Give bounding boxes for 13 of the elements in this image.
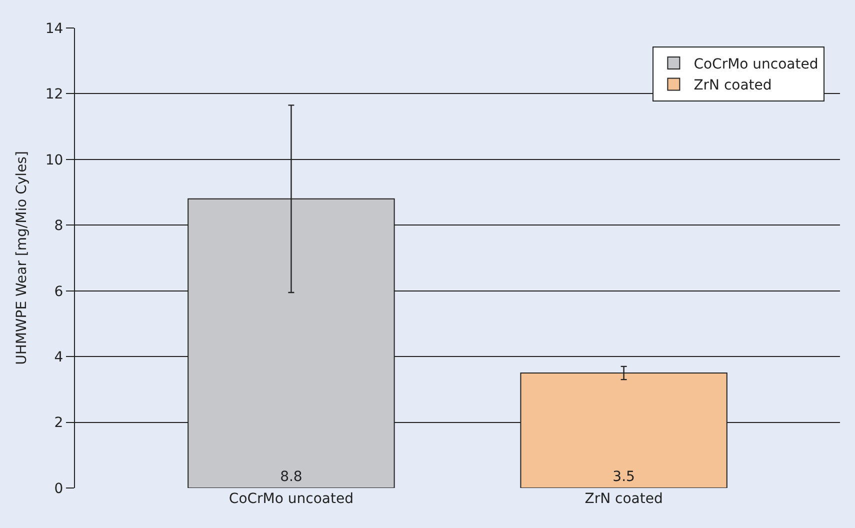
y-tick-label: 0 — [54, 480, 64, 497]
y-tick-label: 6 — [54, 284, 64, 300]
legend-label: CoCrMo uncoated — [694, 56, 818, 72]
y-tick-label: 14 — [45, 20, 64, 37]
legend-label: ZrN coated — [694, 78, 772, 94]
data-label: 3.5 — [612, 469, 635, 485]
y-tick-label: 2 — [54, 415, 64, 432]
y-tick-label: 4 — [54, 349, 64, 366]
y-tick-label: 10 — [45, 152, 64, 168]
y-axis-title: UHMWPE Wear [mg/Mio Cyles] — [14, 151, 30, 365]
y-tick-label: 12 — [45, 86, 64, 103]
data-label: 8.8 — [280, 469, 302, 485]
y-tick-label: 8 — [54, 218, 64, 234]
